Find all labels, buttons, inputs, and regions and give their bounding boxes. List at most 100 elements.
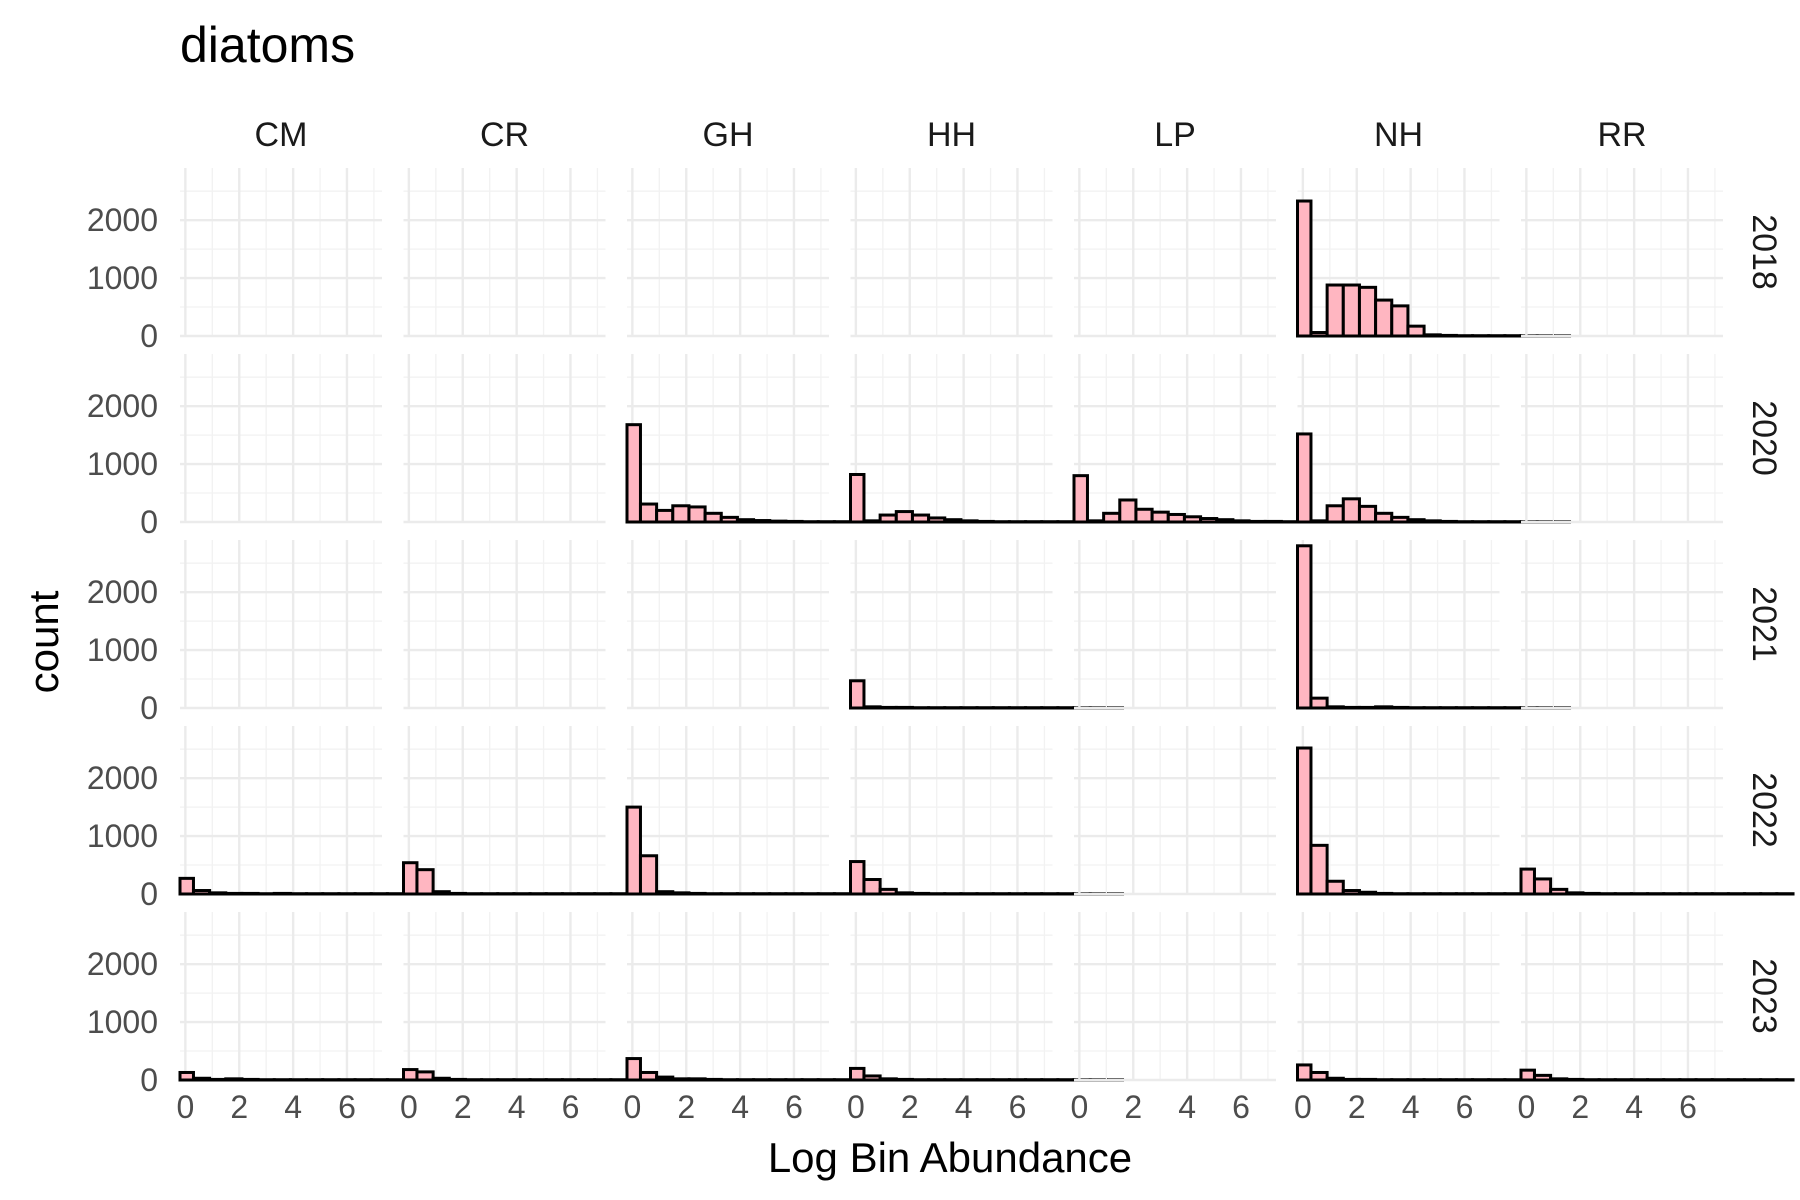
row-strip-label: 2020 [1745, 400, 1783, 476]
facet-panel-HH-2021 [849, 540, 1125, 710]
facet-panel-LP-2018 [1074, 168, 1276, 338]
histogram-bar [1231, 519, 1251, 524]
y-tick-label: 0 [140, 690, 158, 726]
x-tick-label: 4 [955, 1089, 973, 1125]
histogram-bar [402, 1068, 419, 1082]
histogram-bar [959, 519, 979, 524]
facet-panel-NH-2022 [1296, 726, 1572, 896]
histogram-bar [1150, 510, 1170, 524]
histogram-bar [415, 868, 435, 896]
facet-panel-GH-2018 [627, 168, 829, 338]
row-strip-label: 2021 [1745, 586, 1783, 662]
x-tick-label: 0 [1517, 1089, 1535, 1125]
histogram-bar [1325, 1076, 1345, 1082]
x-tick-label: 0 [623, 1089, 641, 1125]
facet-panel-RR-2023 [1519, 912, 1795, 1082]
facet-panel-HH-2018 [850, 168, 1053, 338]
histogram-bar [1341, 1077, 1361, 1082]
x-tick-label: 4 [731, 1089, 749, 1125]
facet-panel-CR-2020 [403, 354, 606, 524]
x-tick-label: 2 [1571, 1089, 1589, 1125]
histogram-bar [224, 1077, 244, 1082]
histogram-bar [1406, 518, 1426, 524]
histogram-bar [1438, 333, 1458, 338]
histogram-bar [719, 515, 739, 524]
histogram-bar [1247, 519, 1267, 524]
histogram-bar [671, 504, 691, 524]
histogram-bar [1581, 891, 1601, 896]
histogram-bar [1309, 696, 1329, 710]
histogram-bar [1263, 519, 1283, 524]
y-tick-label: 2000 [87, 760, 158, 796]
histogram-bar [878, 705, 898, 710]
y-tick-label: 1000 [87, 260, 158, 296]
histogram-bar [1325, 504, 1345, 524]
facet-panel-HH-2022 [849, 726, 1125, 896]
histogram-bar [849, 860, 866, 896]
histogram-bar [1549, 1077, 1569, 1082]
histogram-bar [638, 502, 659, 524]
histogram-bar [655, 508, 675, 524]
x-tick-label: 2 [677, 1089, 695, 1125]
x-tick-label: 0 [1294, 1089, 1312, 1125]
x-axis-label: Log Bin Abundance [768, 1134, 1132, 1181]
histogram-bar [224, 891, 244, 896]
y-axis-label: count [20, 590, 67, 693]
facet-panel-RR-2022 [1519, 726, 1795, 896]
histogram-bar [625, 423, 642, 524]
histogram-bar [415, 1070, 435, 1082]
histogram-bar [447, 891, 467, 896]
histogram-bar [687, 891, 707, 896]
histogram-bar [910, 891, 931, 896]
histogram-bar [878, 1077, 898, 1082]
histogram-bar [894, 1077, 914, 1082]
histogram-bar [1118, 498, 1138, 524]
x-tick-label: 2 [454, 1089, 472, 1125]
x-tick-label: 2 [901, 1089, 919, 1125]
histogram-bar [1519, 867, 1536, 896]
histogram-bar [1309, 331, 1329, 338]
histogram-bar [1325, 283, 1345, 338]
histogram-bar [1357, 890, 1378, 896]
histogram-bar [894, 510, 914, 524]
histogram-bar [768, 519, 788, 524]
x-tick-label: 6 [562, 1089, 580, 1125]
column-strip-label: LP [1154, 116, 1196, 154]
histogram-bar [1296, 432, 1313, 524]
histogram-bar [1072, 474, 1089, 524]
histogram-bar [849, 1066, 866, 1082]
histogram-bar [1390, 705, 1410, 710]
x-tick-label: 0 [1070, 1089, 1088, 1125]
histogram-bar [894, 891, 914, 896]
y-tick-label: 1000 [87, 446, 158, 482]
histogram-bar [1325, 705, 1345, 710]
histogram-bar [1341, 705, 1361, 710]
histogram-bar [1309, 1070, 1329, 1082]
column-strip-label: NH [1374, 116, 1423, 154]
histogram-bar [687, 505, 707, 524]
y-tick-label: 2000 [87, 388, 158, 424]
histogram-bar [1341, 497, 1361, 524]
column-strip-label: RR [1597, 116, 1646, 154]
histogram-bar [625, 1057, 642, 1082]
histogram-bar [638, 854, 659, 896]
y-tick-label: 2000 [87, 574, 158, 610]
histogram-bar [849, 472, 866, 524]
histogram-bar [943, 518, 963, 524]
x-tick-label: 2 [1124, 1089, 1142, 1125]
y-tick-label: 2000 [87, 946, 158, 982]
histogram-bar [878, 887, 898, 896]
row-strip-label: 2018 [1745, 214, 1783, 290]
histogram-bar [1215, 518, 1235, 524]
histogram-bar [431, 1076, 451, 1082]
histogram-bar [1357, 1077, 1378, 1082]
facet-panel-CM-2021 [180, 540, 382, 710]
x-tick-label: 4 [1178, 1089, 1196, 1125]
histogram-bar [752, 519, 772, 524]
column-strip-label: GH [703, 116, 754, 154]
x-tick-label: 0 [400, 1089, 418, 1125]
histogram-bar [894, 705, 914, 710]
histogram-bar [191, 1076, 212, 1082]
histogram-bar [1374, 891, 1394, 896]
histogram-bar [1357, 705, 1378, 710]
